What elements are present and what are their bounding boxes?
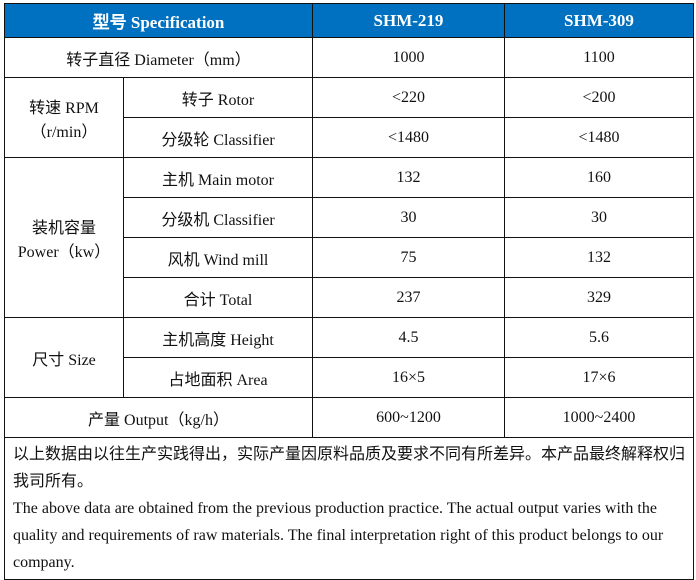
row-label: 占地面积 Area bbox=[123, 357, 313, 398]
cell-value: 237 bbox=[312, 277, 505, 318]
header-row: 型号 Specification SHM-219 SHM-309 bbox=[4, 3, 694, 38]
cell-value: <200 bbox=[504, 77, 694, 118]
row-label: 分级轮 Classifier bbox=[123, 117, 313, 158]
cell-value: 30 bbox=[312, 197, 505, 238]
row-label: 分级机 Classifier bbox=[123, 197, 313, 238]
table-row: 尺寸 Size 主机高度 Height 4.5 5.6 bbox=[4, 317, 694, 398]
group-label: 尺寸 Size bbox=[4, 317, 124, 398]
cell-value: 600~1200 bbox=[312, 397, 505, 438]
note-en: The above data are obtained from the pre… bbox=[13, 500, 664, 571]
cell-value: 1100 bbox=[504, 37, 694, 78]
table-row: 转速 RPM （r/min） 转子 Rotor <220 <200 bbox=[4, 77, 694, 158]
row-label: 产量 Output（kg/h） bbox=[4, 397, 313, 438]
cell-value: 1000 bbox=[312, 37, 505, 78]
model-header: SHM-309 bbox=[504, 3, 694, 38]
cell-value: 132 bbox=[312, 157, 505, 198]
cell-value: <1480 bbox=[504, 117, 694, 158]
group-title: 转速 RPM bbox=[29, 99, 99, 117]
cell-value: 132 bbox=[504, 237, 694, 278]
cell-value: 5.6 bbox=[504, 317, 694, 358]
group-unit: Power（kw） bbox=[17, 243, 111, 261]
table-row: 分级轮 Classifier <1480 <1480 bbox=[5, 117, 694, 158]
row-label: 转子直径 Diameter（mm） bbox=[4, 37, 313, 78]
note-row: 以上数据由以往生产实践得出，实际产量因原料品质及要求不同有所差异。本产品最终解释… bbox=[4, 437, 694, 580]
row-label: 主机 Main motor bbox=[123, 157, 313, 198]
table-row: 分级机 Classifier 30 30 bbox=[5, 197, 694, 238]
note-zh: 以上数据由以往生产实践得出，实际产量因原料品质及要求不同有所差异。本产品最终解释… bbox=[13, 446, 686, 490]
note-cell: 以上数据由以往生产实践得出，实际产量因原料品质及要求不同有所差异。本产品最终解释… bbox=[4, 437, 694, 580]
table-row: 占地面积 Area 16×5 17×6 bbox=[5, 357, 694, 398]
table-row: 风机 Wind mill 75 132 bbox=[5, 237, 694, 278]
cell-value: 30 bbox=[504, 197, 694, 238]
group-title: 装机容量 bbox=[31, 219, 96, 237]
spec-header: 型号 Specification bbox=[4, 3, 313, 38]
cell-value: 329 bbox=[504, 277, 694, 318]
cell-value: <220 bbox=[312, 77, 505, 118]
row-label: 主机高度 Height bbox=[123, 317, 313, 358]
table-row: 转子直径 Diameter（mm） 1000 1100 bbox=[4, 37, 694, 78]
cell-value: 17×6 bbox=[504, 357, 694, 398]
group-label: 转速 RPM （r/min） bbox=[4, 77, 124, 158]
cell-value: 16×5 bbox=[312, 357, 505, 398]
cell-value: 4.5 bbox=[312, 317, 505, 358]
row-label: 转子 Rotor bbox=[123, 77, 313, 118]
group-label: 装机容量 Power（kw） bbox=[4, 157, 124, 318]
model-header: SHM-219 bbox=[312, 3, 505, 38]
cell-value: 75 bbox=[312, 237, 505, 278]
row-label: 风机 Wind mill bbox=[123, 237, 313, 278]
cell-value: <1480 bbox=[312, 117, 505, 158]
cell-value: 1000~2400 bbox=[504, 397, 694, 438]
group-unit: （r/min） bbox=[30, 123, 98, 141]
table-row: 合计 Total 237 329 bbox=[5, 277, 694, 318]
table-row: 产量 Output（kg/h） 600~1200 1000~2400 bbox=[4, 397, 694, 438]
row-label: 合计 Total bbox=[123, 277, 313, 318]
cell-value: 160 bbox=[504, 157, 694, 198]
table-row: 装机容量 Power（kw） 主机 Main motor 132 160 bbox=[4, 157, 694, 318]
specification-table: 型号 Specification SHM-219 SHM-309 转子直径 Di… bbox=[4, 3, 694, 580]
